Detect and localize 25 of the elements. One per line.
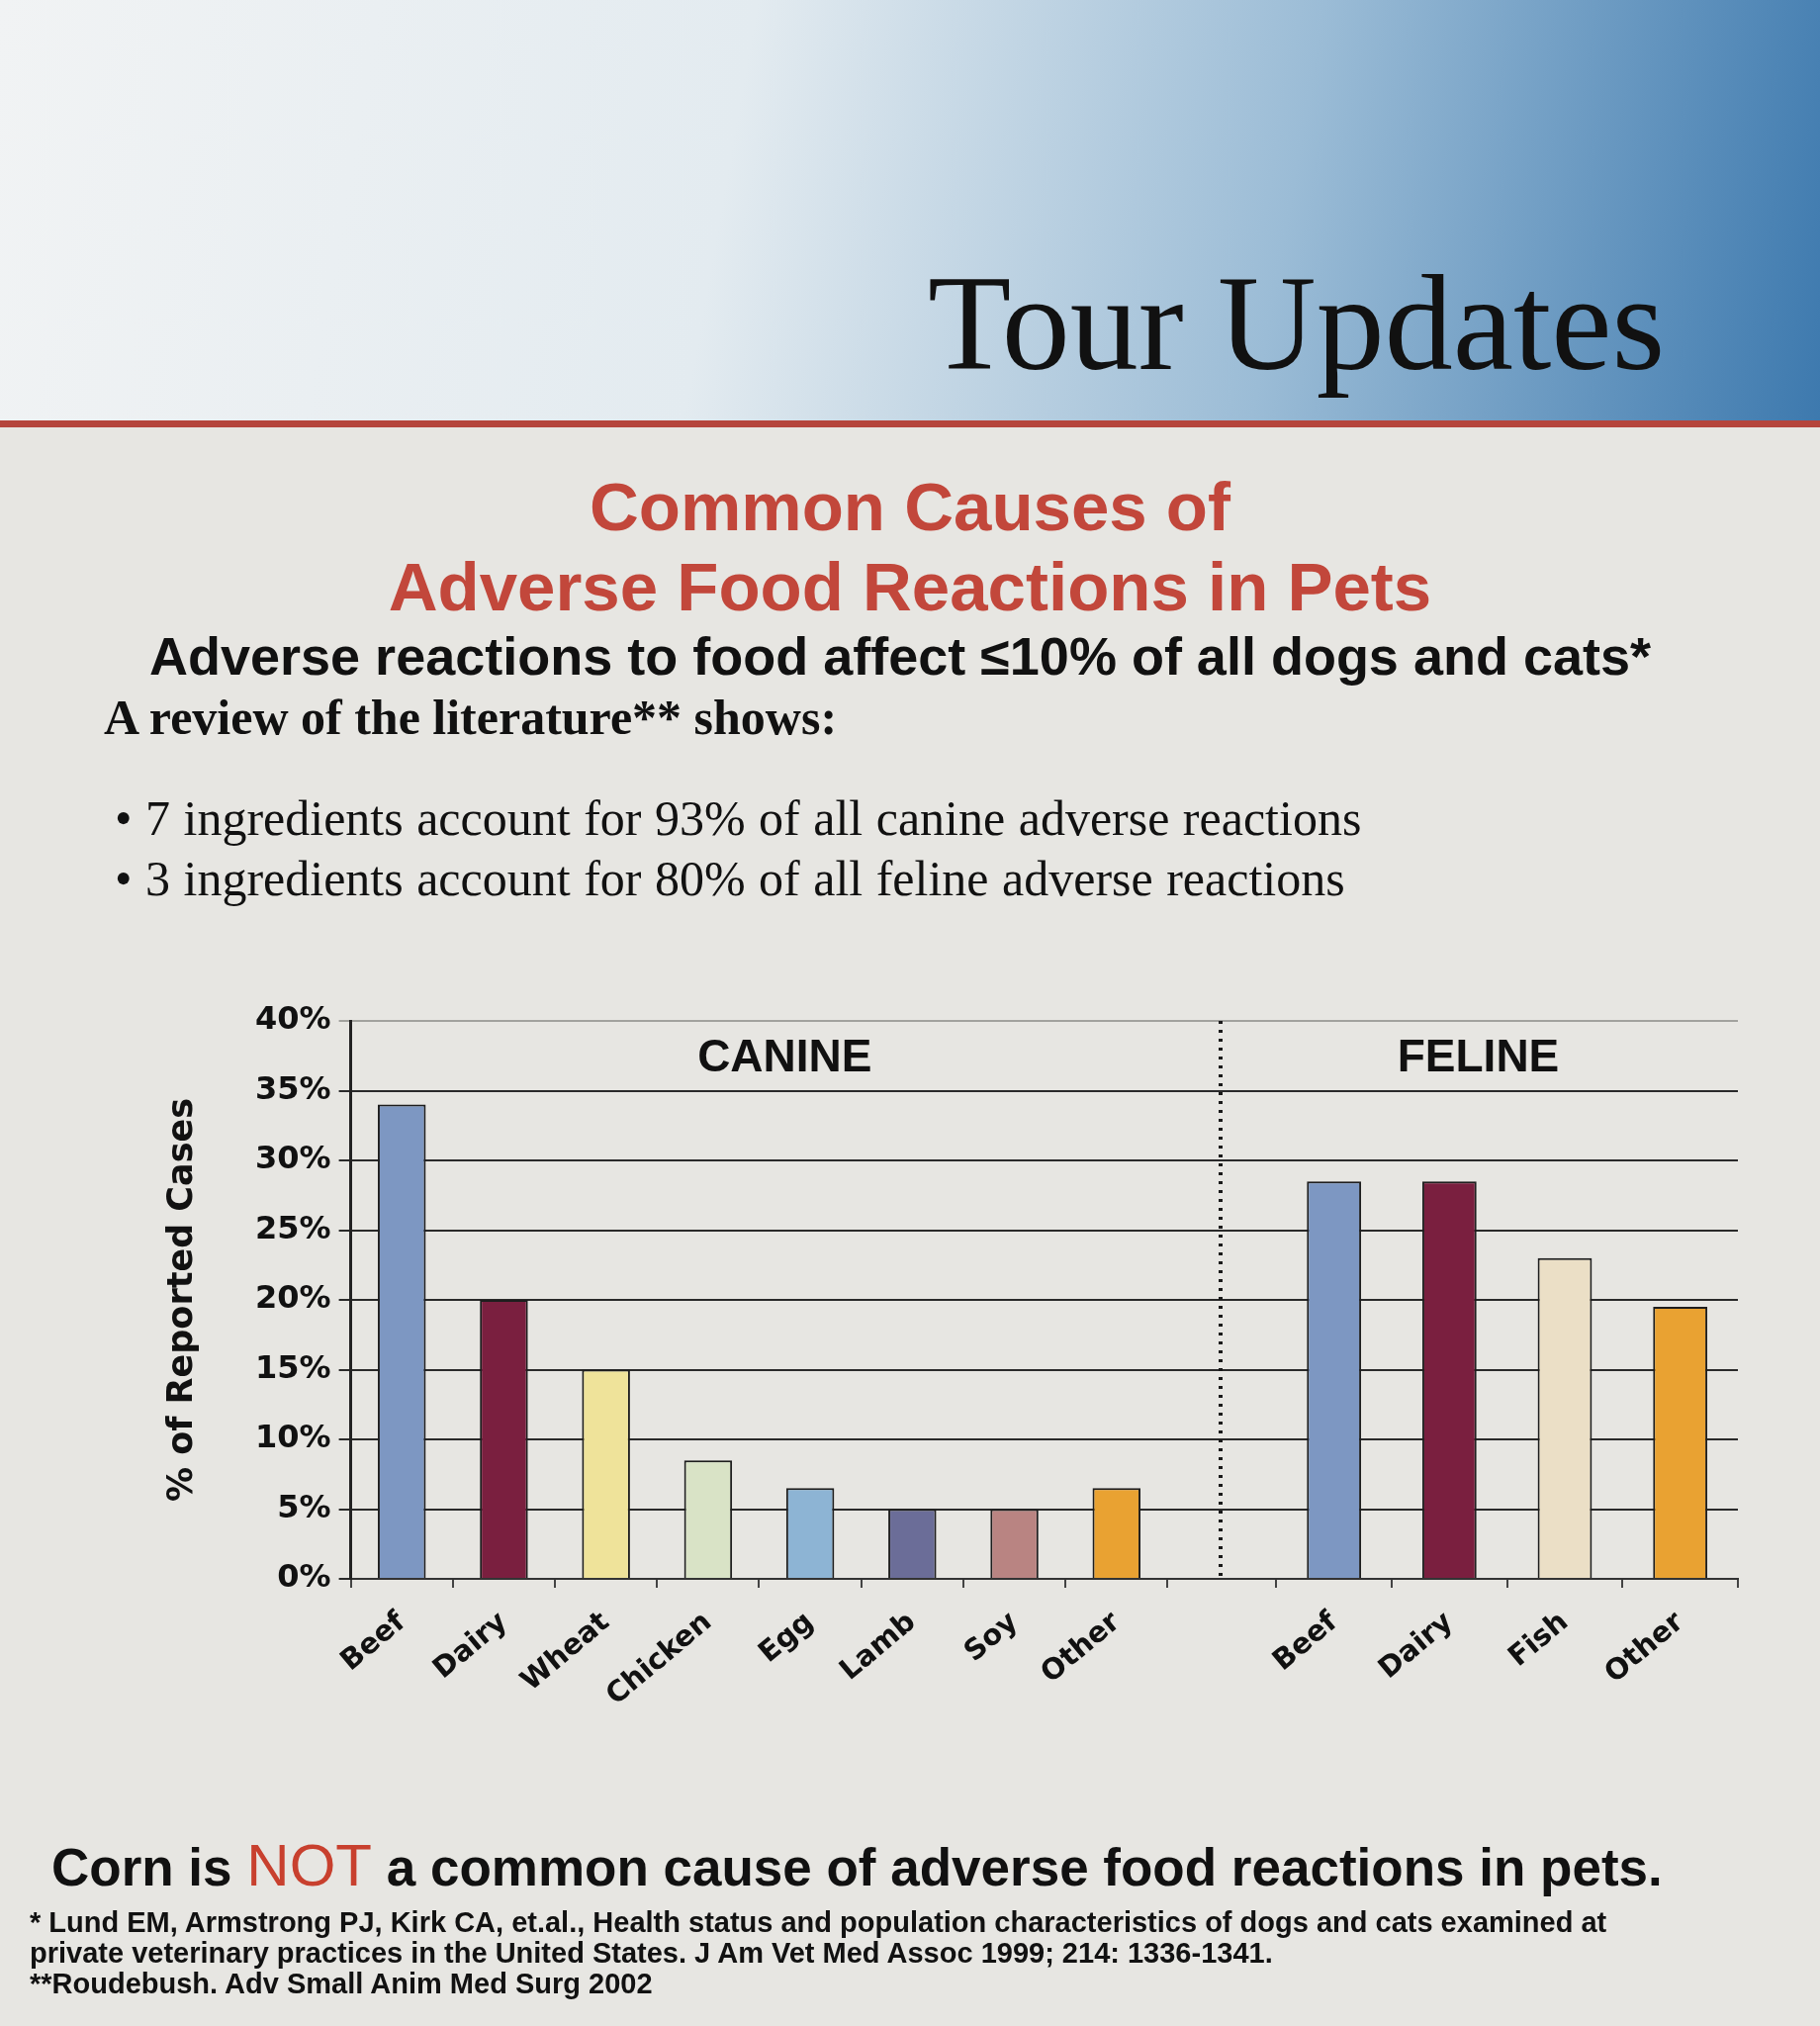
chart-title: FELINE bbox=[1397, 1029, 1560, 1081]
x-tick-label: Soy bbox=[956, 1604, 1024, 1668]
x-tick-label: Egg bbox=[751, 1604, 820, 1669]
text: NOT bbox=[246, 1832, 372, 1898]
text: • 3 ingredients account for 80% of all feline adverse reactions bbox=[115, 850, 1345, 908]
y-tick-label: 0% bbox=[277, 1557, 331, 1596]
y-tick-label: 10% bbox=[255, 1418, 331, 1456]
text: • 7 ingredients account for 93% of all canine adverse reactions bbox=[115, 789, 1362, 848]
chart-title: CANINE bbox=[697, 1029, 872, 1081]
y-axis-title: % of Reported Cases bbox=[160, 1097, 201, 1503]
y-tick-label: 25% bbox=[255, 1208, 331, 1246]
text: Tour Updates bbox=[928, 247, 1666, 399]
text: * Lund EM, Armstrong PJ, Kirk CA, et.al., Health status and population characteristics of dogs and cats examined at private veterinary practices in the United States. J Am Vet Med Assoc 1999; 214: 1336-1341. bbox=[30, 1906, 1608, 1969]
y-tick-label: 40% bbox=[255, 999, 331, 1038]
text: Corn is bbox=[51, 1838, 232, 1896]
text: **Roudebush. Adv Small Anim Med Surg 2002 bbox=[30, 1968, 654, 1999]
y-tick-label: 30% bbox=[255, 1139, 331, 1177]
text: Adverse reactions to food affect ≤10% of all dogs and cats* bbox=[148, 626, 1651, 686]
y-tick-label: 35% bbox=[255, 1068, 331, 1107]
y-tick-label: 20% bbox=[255, 1278, 331, 1317]
y-tick-label: 5% bbox=[277, 1487, 331, 1525]
text: a common cause of adverse food reactions in pets. bbox=[386, 1838, 1663, 1896]
y-tick-label: 15% bbox=[255, 1347, 331, 1386]
text: A review of the literature** shows: bbox=[104, 689, 838, 746]
text: Common Causes of Adverse Food Reactions in Pets bbox=[387, 468, 1433, 627]
